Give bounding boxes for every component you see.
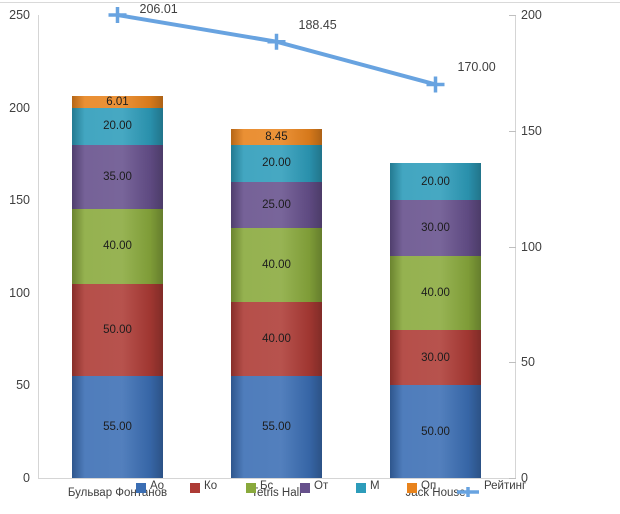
- bar-segment-Оп-1: 8.45: [231, 128, 322, 145]
- category-label: Tetris Hall: [251, 487, 302, 499]
- bar-segment-shading: [390, 200, 481, 256]
- bar-segment-shading: [72, 209, 163, 284]
- legend-label: Ко: [204, 480, 218, 492]
- legend-label: Бс: [260, 480, 274, 492]
- bar-segment-shading: [231, 144, 322, 182]
- left-axis-tick-label: 200: [9, 100, 30, 115]
- bar-segment-shading: [231, 227, 322, 303]
- right-axis-tick-mark: [509, 15, 516, 16]
- bar-segment-Ко-2: 30.00: [390, 329, 481, 386]
- rating-data-label: 206.01: [139, 2, 178, 16]
- left-axis-tick-label: 150: [9, 193, 30, 208]
- left-axis-tick-label: 100: [9, 285, 30, 300]
- legend-label-rating: Рейтинг: [484, 480, 527, 492]
- left-axis-tick-label: 0: [23, 471, 30, 485]
- left-axis-tick-label: 50: [16, 378, 30, 393]
- legend-swatch-Бс: [246, 483, 256, 493]
- bar-segment-shading: [231, 181, 322, 228]
- bar-segment-shading: [390, 385, 481, 478]
- bar-segment-shading: [72, 107, 163, 145]
- bar-segment-Ао-0: 55.00: [72, 376, 163, 478]
- right-axis-tick-label: 200: [521, 8, 542, 22]
- left-axis-line: [38, 15, 39, 478]
- plus-marker-icon: [426, 76, 445, 93]
- bar-segment-М-1: 20.00: [231, 144, 322, 182]
- right-axis-tick-label: 50: [521, 355, 535, 370]
- bar-segment-Ао-1: 55.00: [231, 376, 322, 478]
- legend-swatch-От: [300, 483, 310, 493]
- right-axis-tick-mark: [509, 478, 516, 479]
- right-axis-tick-mark: [509, 246, 516, 248]
- chart-top-border: [0, 2, 620, 3]
- legend-swatch-Оп: [407, 483, 417, 493]
- bar-segment-shading: [231, 376, 322, 478]
- plus-marker-icon: [108, 7, 127, 23]
- rating-data-label: 188.45: [298, 17, 337, 32]
- category-axis-line: [38, 478, 515, 479]
- bar-segment-shading: [390, 255, 481, 330]
- legend-label: Оп: [421, 480, 437, 492]
- legend-label: От: [314, 480, 329, 492]
- bar-segment-Ао-2: 50.00: [390, 385, 481, 478]
- bar-segment-Бс-1: 40.00: [231, 227, 322, 303]
- right-axis-tick-mark: [509, 362, 516, 364]
- bar-segment-shading: [390, 329, 481, 386]
- bar-segment-shading: [390, 163, 481, 201]
- bar-segment-shading: [72, 96, 163, 108]
- right-axis-tick-mark: [509, 130, 516, 132]
- legend-swatch-Ао: [136, 483, 146, 493]
- legend-swatch-М: [356, 483, 366, 493]
- bar-segment-shading: [72, 144, 163, 210]
- category-label: Jack House: [405, 487, 466, 499]
- right-axis-tick-label: 0: [521, 471, 528, 485]
- left-axis-tick-label: 250: [9, 8, 30, 22]
- legend-label: М: [370, 480, 380, 492]
- bar-segment-От-0: 35.00: [72, 144, 163, 210]
- bar-segment-shading: [72, 376, 163, 478]
- legend-swatch-Ко: [190, 483, 200, 493]
- right-axis-tick-label: 100: [521, 239, 542, 254]
- rating-data-label: 170.00: [457, 60, 496, 75]
- legend-label: Ао: [150, 480, 165, 492]
- bar-segment-shading: [231, 302, 322, 377]
- bar-segment-Бс-2: 40.00: [390, 255, 481, 330]
- bar-segment-shading: [231, 128, 322, 145]
- right-axis-tick-label: 150: [521, 123, 542, 138]
- bar-segment-От-1: 25.00: [231, 181, 322, 228]
- legend-line-marker-icon: [457, 487, 479, 497]
- bar-segment-shading: [72, 283, 163, 377]
- bar-segment-Ко-0: 50.00: [72, 283, 163, 377]
- plus-marker-icon: [267, 33, 286, 50]
